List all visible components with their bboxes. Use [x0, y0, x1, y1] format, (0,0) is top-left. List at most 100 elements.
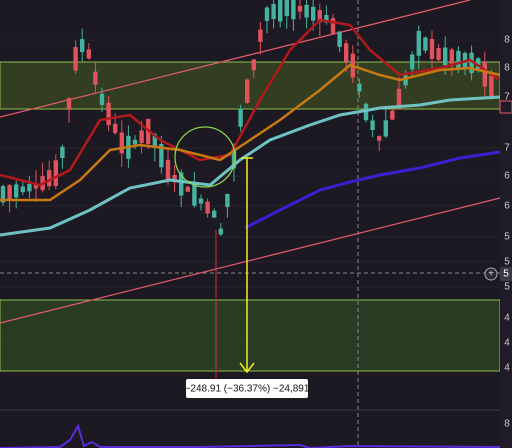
trend-line-upper — [0, 0, 471, 118]
candle-body — [383, 120, 388, 137]
candle-body — [258, 29, 263, 42]
crosshair-label-box — [500, 267, 512, 281]
measure-label-box — [186, 379, 308, 398]
candle-body — [159, 144, 164, 168]
candle-body — [99, 93, 105, 105]
price-label: 6 — [504, 171, 510, 182]
candle-body — [304, 4, 309, 18]
add-button[interactable] — [484, 267, 498, 281]
moving-average-blue — [244, 150, 501, 230]
candle-body — [357, 83, 362, 92]
last-price-tag — [499, 100, 512, 114]
candle-body — [198, 198, 204, 204]
candle-body — [192, 183, 197, 206]
candle-body — [132, 139, 138, 145]
candle-body — [297, 5, 303, 12]
zone-lower — [0, 299, 501, 372]
candle-body — [205, 201, 210, 214]
crosshair-label: 5 — [503, 269, 509, 280]
candle-body — [179, 172, 184, 196]
candle-body — [165, 159, 171, 182]
price-label: 7 — [504, 143, 510, 154]
candle-body — [60, 146, 65, 159]
moving-average-red — [0, 18, 501, 187]
price-label: 8 — [504, 63, 510, 74]
candle-body — [370, 120, 375, 130]
candle-body — [33, 183, 39, 189]
candle-body — [93, 71, 98, 85]
candle-body — [7, 185, 12, 201]
candle-body — [436, 48, 441, 60]
indicator-label: 8 — [504, 419, 510, 430]
candle-body — [489, 75, 494, 99]
candle-body — [271, 4, 276, 20]
candle-body — [482, 62, 487, 87]
moving-average-teal — [0, 95, 501, 237]
candle-body — [396, 88, 402, 109]
candle-body — [317, 10, 322, 23]
candle-body — [231, 148, 237, 169]
candle-body — [238, 108, 243, 127]
price-label: 6 — [504, 201, 510, 212]
candle-body — [344, 43, 349, 62]
price-label: 5 — [504, 232, 510, 243]
measure-arrow — [239, 362, 255, 374]
candle-body — [278, 0, 283, 22]
moving-average-orange — [0, 63, 501, 202]
price-axis — [500, 0, 512, 448]
candle-body — [429, 39, 435, 59]
candle-body — [410, 54, 415, 70]
highlight-circle — [174, 126, 236, 188]
candle-body — [324, 14, 329, 23]
candle-body — [225, 193, 230, 208]
candle-body — [377, 136, 382, 141]
candle-body — [469, 52, 474, 74]
candle-body — [291, 0, 296, 20]
price-label: 4 — [504, 313, 510, 324]
candle-body — [423, 37, 428, 51]
candle-body — [449, 49, 454, 67]
candle-body — [443, 47, 448, 66]
candle-body — [119, 132, 124, 154]
candle-body — [106, 102, 111, 126]
candle-body — [363, 103, 369, 121]
candle-body — [20, 186, 25, 193]
price-label: 4 — [504, 363, 510, 374]
candle-body — [14, 184, 19, 198]
candle-body — [86, 49, 91, 59]
candle-body — [218, 228, 223, 235]
candle-body — [390, 110, 395, 120]
trend-line-lower — [0, 197, 501, 324]
price-label: 7 — [504, 92, 510, 103]
candle-body — [139, 130, 144, 144]
candle-body — [264, 7, 270, 21]
add-icon[interactable]: + — [488, 269, 494, 280]
candle-body — [73, 47, 78, 71]
candle-body — [185, 186, 190, 192]
price-label: 8 — [504, 35, 510, 46]
price-label: 4 — [504, 338, 510, 349]
candle-body — [53, 160, 58, 186]
candle-body — [284, 0, 289, 17]
candle-body — [47, 170, 52, 187]
candle-body — [311, 6, 316, 21]
candle-body — [113, 123, 118, 134]
candle-body — [416, 30, 421, 56]
candle-body — [251, 59, 256, 71]
measure-label: −248.91 (−36.37%) −24,891 — [185, 384, 310, 395]
candle-body — [172, 174, 177, 183]
candle-body — [152, 133, 157, 148]
candle-body — [212, 210, 217, 218]
candle-body — [0, 186, 6, 203]
candle-body — [66, 98, 72, 110]
candle-body — [337, 31, 342, 47]
price-label: 5 — [504, 282, 510, 293]
candle-body — [245, 79, 250, 103]
candle-body — [330, 18, 336, 34]
price-label: 5 — [504, 257, 510, 268]
candle-body — [403, 75, 408, 86]
candle-body — [27, 183, 32, 192]
candle-body — [456, 50, 461, 69]
